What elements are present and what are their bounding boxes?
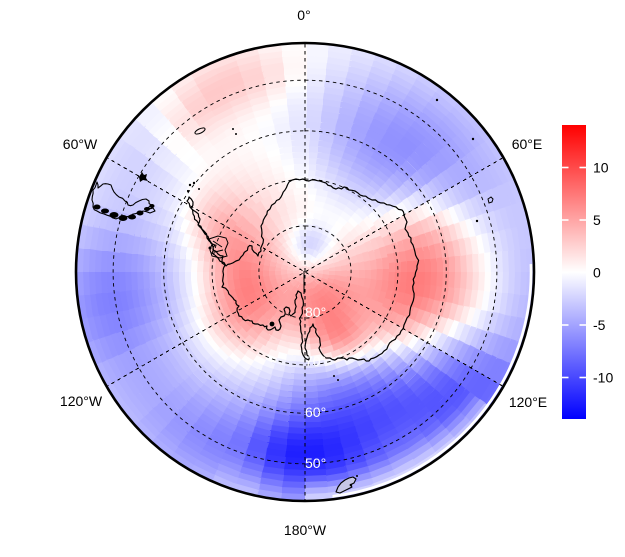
svg-text:0: 0 (593, 265, 601, 281)
svg-text:60°E: 60°E (512, 136, 543, 152)
svg-text:180°W: 180°W (284, 522, 327, 538)
svg-text:70°: 70° (305, 353, 326, 369)
svg-text:-5: -5 (593, 317, 606, 333)
svg-text:0°: 0° (297, 7, 310, 23)
svg-text:80°: 80° (305, 304, 326, 320)
svg-text:120°E: 120°E (509, 394, 547, 410)
svg-text:60°: 60° (305, 404, 326, 420)
svg-text:-10: -10 (593, 370, 613, 386)
svg-text:10: 10 (593, 160, 609, 176)
svg-text:60°W: 60°W (63, 136, 98, 152)
svg-text:5: 5 (593, 212, 601, 228)
svg-text:120°W: 120°W (60, 393, 103, 409)
svg-text:50°: 50° (305, 455, 326, 471)
